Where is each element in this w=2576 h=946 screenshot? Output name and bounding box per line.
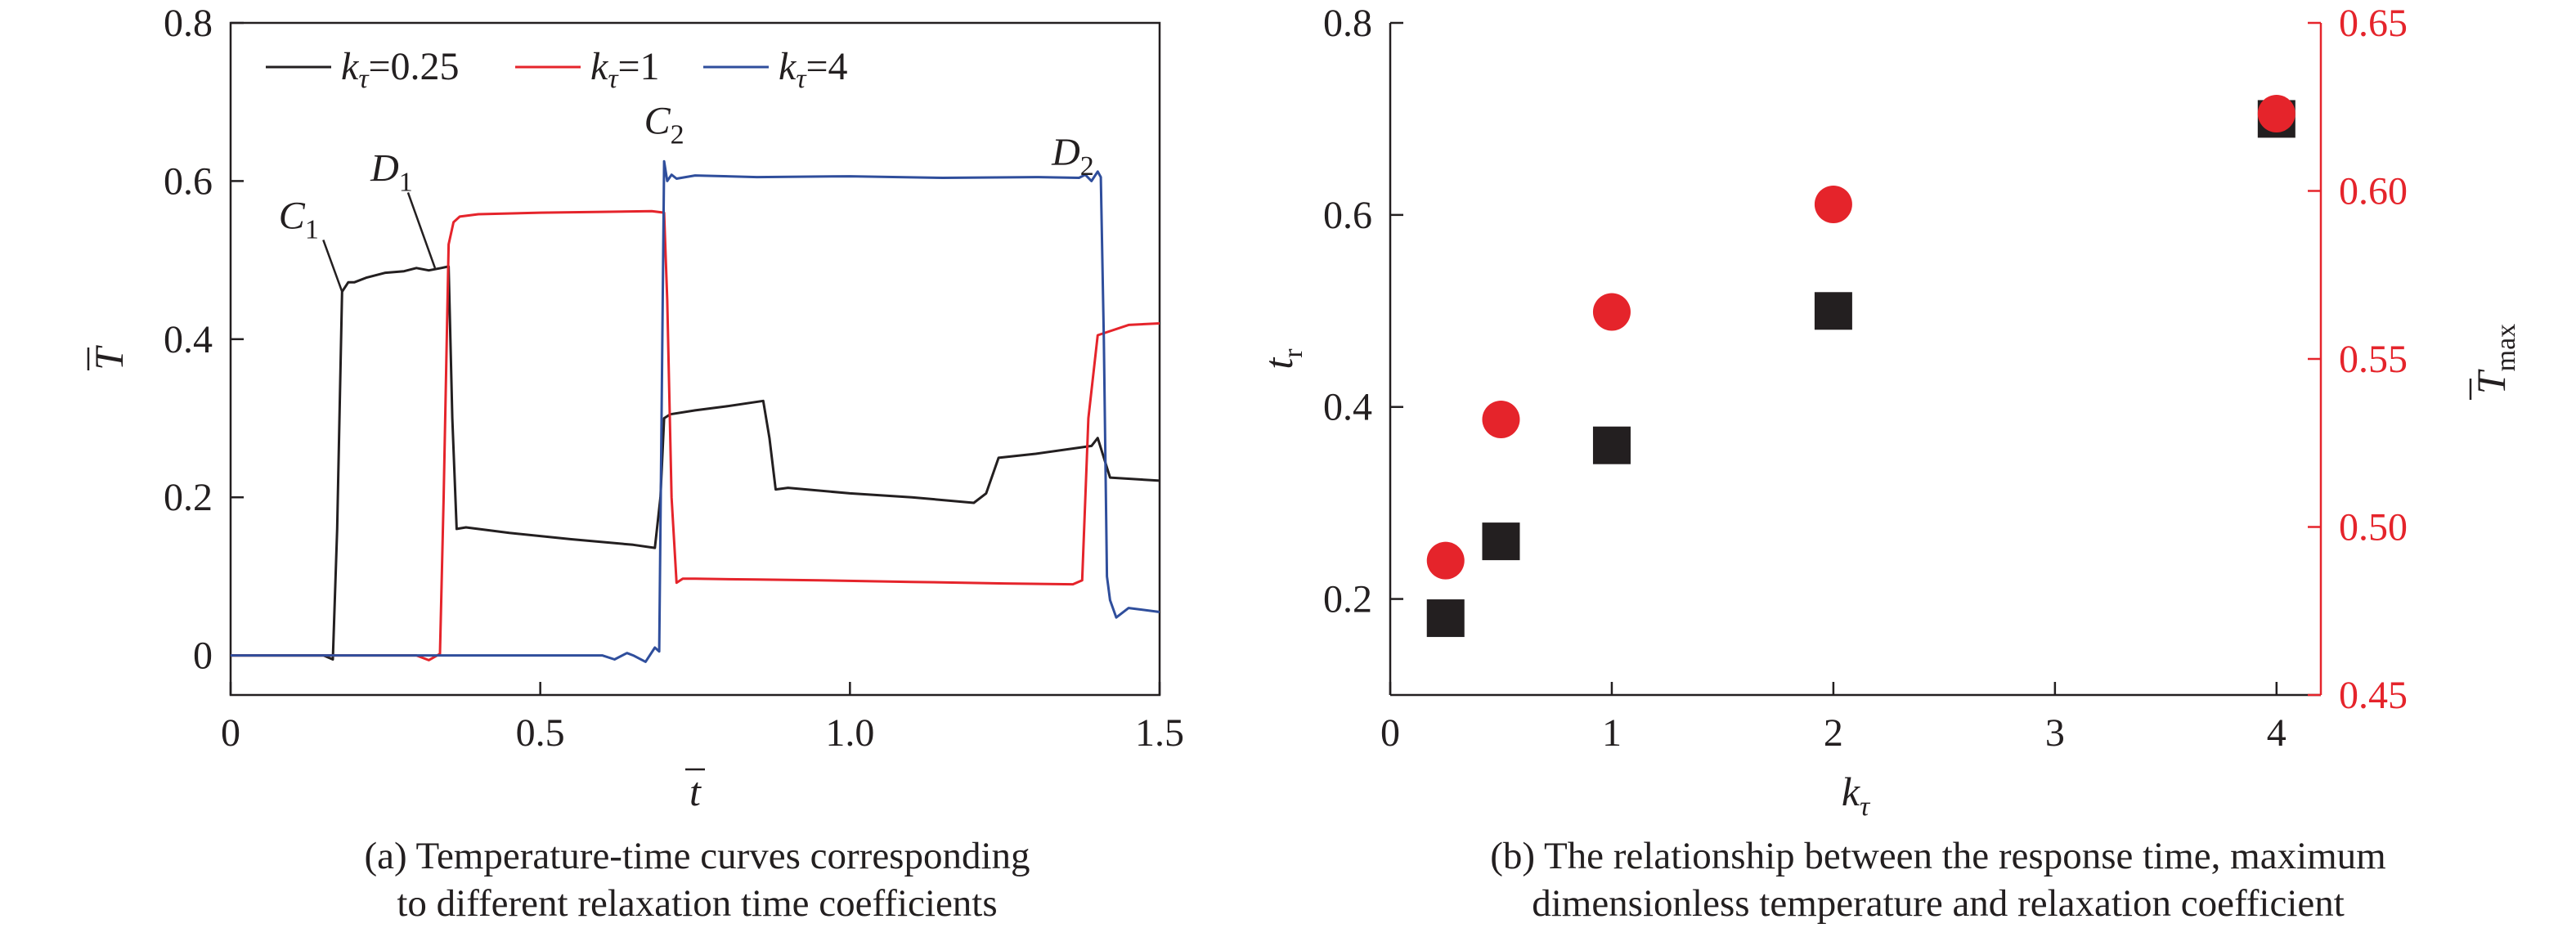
circle-marker-1 [1482, 400, 1520, 438]
annotation-a-3: D2 [1051, 131, 1094, 182]
y-tick-label-a: 0.4 [164, 318, 213, 361]
y-tick-label-left-b: 0.4 [1323, 386, 1372, 429]
annotation-letter: D [1051, 131, 1080, 174]
y-tick-label-right-b: 0.60 [2339, 170, 2408, 213]
legend-value: =4 [806, 45, 847, 88]
legend-label-a-1: kτ=1 [590, 45, 660, 94]
square-marker-3 [1814, 292, 1852, 330]
x-axis-label-b: kτ [1842, 769, 1871, 822]
series-line-a-1 [231, 209, 1160, 661]
annotation-a-2: C2 [644, 99, 684, 150]
square-marker-1 [1482, 522, 1520, 561]
y-axis-left-label-b: tr [1255, 348, 1308, 370]
legend-k: k [779, 45, 797, 88]
annotation-sub: 1 [305, 214, 319, 244]
series-line-a-2 [231, 159, 1160, 663]
legend-sub: τ [608, 64, 619, 94]
y-tick-label-a: 0.8 [164, 2, 213, 45]
annotation-sub: 1 [399, 167, 413, 197]
plot-frame-a [229, 21, 1161, 697]
x-axis-label-a: t [689, 769, 702, 814]
x-tick-label-a: 0.5 [516, 711, 565, 755]
annotation-letter: D [370, 146, 399, 190]
legend-sub: τ [358, 64, 370, 94]
x-label-sym-b: k [1842, 769, 1860, 814]
annotation-leader-a-1 [406, 191, 437, 269]
y-left-sub-b: r [1278, 348, 1308, 358]
y-right-sub-b: max [2491, 324, 2521, 372]
panel-b-scatter-chart: 0 1 2 3 4 0.2 0.4 0.6 0.8 0.45 0.50 0.55 0.60 0.65 kτ t… [1255, 2, 2521, 822]
y-axis-label-a: T [86, 345, 132, 370]
annotation-a-1: D1 [370, 146, 413, 197]
annotation-sub: 2 [1080, 151, 1094, 182]
y-right-sym-b: T [2468, 369, 2514, 394]
y-axis-right-label-b: Tmax [2468, 324, 2521, 400]
x-tick-label-b: 3 [2045, 711, 2065, 755]
legend-k: k [341, 45, 360, 88]
square-marker-0 [1426, 599, 1465, 638]
y-tick-label-right-b: 0.45 [2339, 674, 2408, 717]
y-right-label-text-b: Tmax [2468, 324, 2521, 394]
annotation-sub: 2 [671, 119, 684, 150]
circle-marker-4 [2257, 94, 2296, 132]
y-left-sym-b: t [1255, 357, 1301, 370]
y-left-label-text-b: tr [1255, 348, 1308, 370]
annotation-a-0: C1 [279, 194, 319, 244]
legend-value: =0.25 [368, 45, 459, 88]
caption-panel-a: (a) Temperature-time curves correspondin… [114, 832, 1280, 927]
caption-b-line-1: (b) The relationship between the respons… [1490, 835, 2386, 877]
y-tick-label-a: 0 [193, 634, 213, 678]
legend-label-a-2: kτ=4 [779, 45, 848, 94]
caption-a-line-1: (a) Temperature-time curves correspondin… [364, 835, 1030, 877]
series-line-a-0 [231, 265, 1160, 661]
caption-a-line-2: to different relaxation time coefficient… [397, 882, 998, 925]
x-label-sub-b: τ [1860, 791, 1871, 822]
x-tick-label-b: 2 [1824, 711, 1843, 755]
y-tick-label-a: 0.6 [164, 159, 213, 203]
y-tick-label-left-b: 0.6 [1323, 194, 1372, 237]
circle-marker-3 [1814, 185, 1852, 223]
y-axis-label-text-a: T [86, 345, 132, 370]
annotation-letter: C [644, 99, 671, 142]
y-tick-label-right-b: 0.65 [2339, 2, 2408, 45]
y-tick-label-left-b: 0.8 [1323, 2, 1372, 45]
annotation-leader-a-0 [322, 240, 343, 293]
circle-marker-0 [1426, 541, 1465, 580]
annotation-letter: C [279, 194, 306, 237]
x-tick-label-b: 0 [1380, 711, 1400, 755]
x-tick-label-a: 0 [221, 711, 240, 755]
circle-marker-2 [1592, 293, 1631, 331]
y-tick-label-right-b: 0.55 [2339, 338, 2408, 381]
x-tick-label-b: 1 [1602, 711, 1622, 755]
y-tick-label-right-b: 0.50 [2339, 506, 2408, 549]
legend-sub: τ [796, 64, 807, 94]
legend-k: k [590, 45, 609, 88]
caption-b-line-2: dimensionless temperature and relaxation… [1532, 882, 2345, 925]
x-tick-label-b: 4 [2267, 711, 2287, 755]
legend-label-a-0: kτ=0.25 [341, 45, 460, 94]
square-marker-2 [1592, 426, 1631, 464]
y-tick-label-a: 0.2 [164, 476, 213, 519]
legend-value: =1 [617, 45, 659, 88]
x-tick-label-a: 1.0 [825, 711, 874, 755]
x-tick-label-a: 1.5 [1135, 711, 1184, 755]
caption-panel-b: (b) The relationship between the respons… [1300, 832, 2576, 927]
y-tick-label-left-b: 0.2 [1323, 578, 1372, 621]
